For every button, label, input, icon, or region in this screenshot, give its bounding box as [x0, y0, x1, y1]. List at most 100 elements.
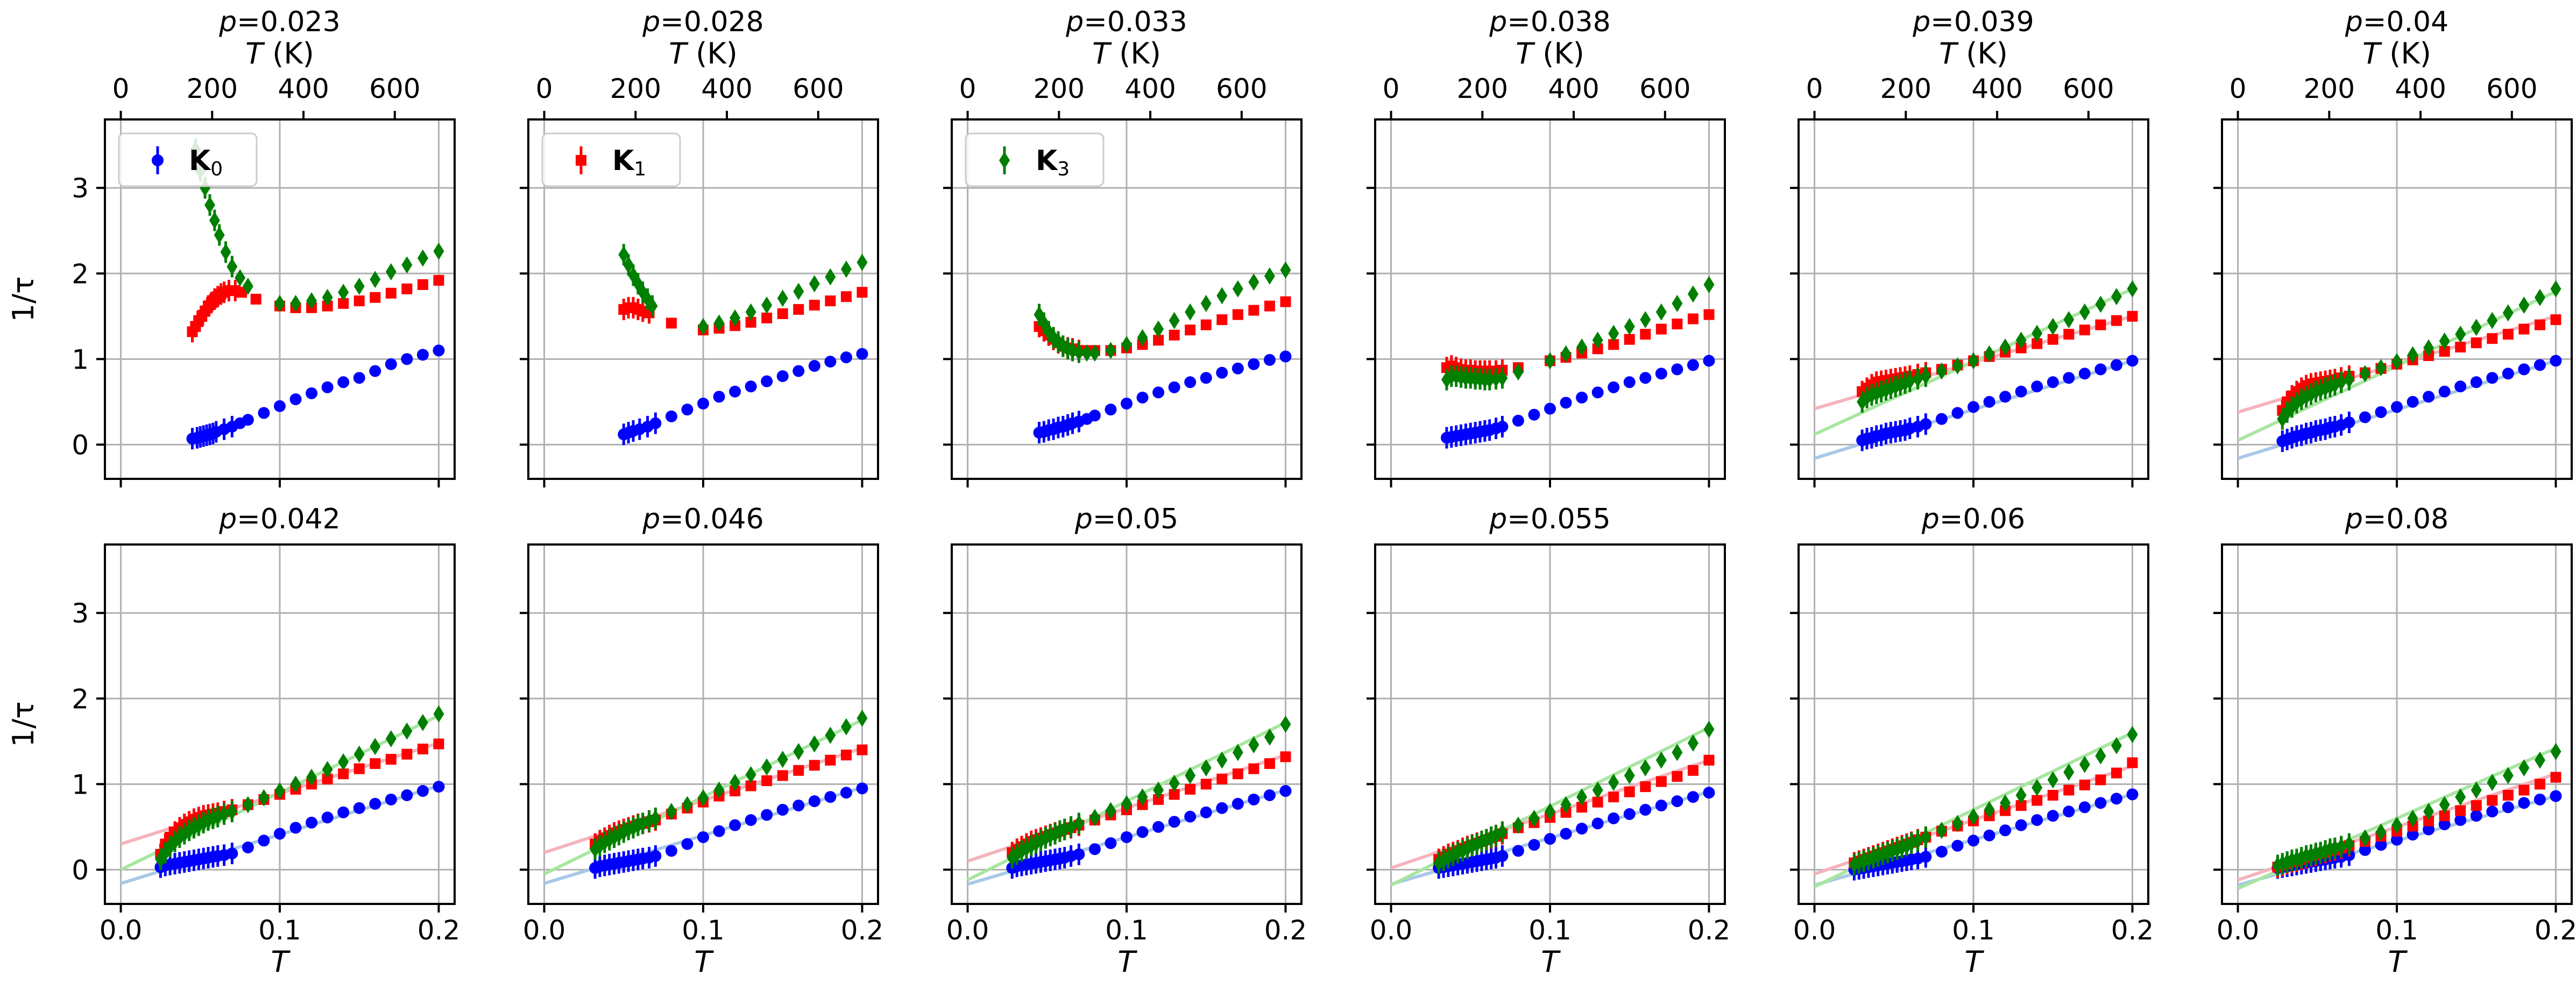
panel-title-var: p — [2345, 6, 2363, 38]
data-point-K3 — [385, 730, 397, 748]
data-point-K3 — [274, 782, 285, 800]
data-point-K1 — [1153, 335, 1164, 346]
data-point-K0 — [2454, 814, 2467, 826]
panel-title-value: =0.08 — [2363, 503, 2448, 535]
data-point-K1 — [745, 316, 756, 328]
data-point-K0 — [289, 393, 302, 406]
data-point-K1 — [433, 738, 444, 750]
top-x-tick-label: 400 — [1971, 73, 2022, 104]
data-point-K3 — [2359, 365, 2370, 383]
panel-title-value: =0.028 — [660, 6, 763, 38]
data-point-K1 — [417, 279, 428, 290]
data-point-K1 — [1576, 802, 1588, 813]
panel-title: p=0.04 — [2345, 6, 2448, 38]
data-point-K0 — [353, 802, 365, 814]
data-point-K3 — [2391, 353, 2402, 371]
data-point-K0 — [840, 351, 852, 364]
data-point-K3 — [2502, 304, 2514, 322]
panel-data — [967, 716, 1292, 886]
data-point-K0 — [1671, 363, 1683, 376]
data-point-K0 — [1560, 828, 1572, 840]
data-point-K1 — [857, 287, 868, 298]
data-point-K1 — [2502, 790, 2514, 801]
data-point-K0 — [1703, 355, 1715, 367]
data-point-K3 — [209, 211, 220, 229]
x-axis-label: T — [1118, 945, 1138, 979]
data-point-K0 — [1935, 845, 1948, 858]
data-point-K1 — [793, 765, 804, 776]
data-point-K0 — [1951, 839, 1964, 852]
data-point-K3 — [2439, 332, 2450, 350]
data-point-K0 — [385, 358, 397, 370]
data-point-K1 — [666, 317, 677, 329]
panel-data — [1033, 261, 1292, 444]
data-point-K3 — [1081, 344, 1093, 362]
data-point-K1 — [2047, 334, 2058, 345]
top-x-tick-label: 200 — [187, 73, 238, 104]
data-point-K0 — [2031, 814, 2043, 826]
data-point-K3 — [2407, 809, 2418, 827]
data-point-K0 — [1703, 787, 1715, 799]
top-x-tick-label: 200 — [2304, 73, 2355, 104]
legend-label: K0 — [189, 145, 223, 180]
data-point-K0 — [1136, 826, 1149, 838]
data-point-K0 — [2078, 801, 2091, 814]
panel-data — [186, 138, 445, 450]
top-x-axis-label: T (K) — [1092, 37, 1161, 70]
data-point-K1 — [385, 754, 397, 765]
data-point-K0 — [2126, 355, 2139, 367]
data-point-K1 — [2063, 784, 2075, 796]
data-point-K1 — [2423, 815, 2435, 826]
data-point-K3 — [857, 709, 868, 727]
data-point-K0 — [1496, 850, 1509, 862]
data-point-K0 — [745, 380, 757, 393]
top-x-tick-label: 0 — [1383, 73, 1400, 104]
panel-title-var: p — [1065, 6, 1084, 38]
data-point-K3 — [2063, 311, 2075, 329]
data-point-K1 — [840, 291, 852, 302]
y-tick-label: 1 — [72, 769, 89, 800]
data-point-K1 — [793, 304, 804, 315]
data-point-K3 — [1560, 345, 1572, 363]
data-point-K3 — [1984, 801, 1995, 819]
panel-title: p=0.06 — [1921, 503, 2025, 535]
data-point-K0 — [2110, 793, 2122, 805]
top-x-axis-label-var: T — [2362, 37, 2382, 70]
panel-data — [1814, 726, 2139, 888]
data-point-K0 — [1232, 362, 1244, 374]
x-axis-label: T — [1965, 945, 1985, 979]
top-x-tick-label: 600 — [369, 73, 420, 104]
y-tick-label: 0 — [72, 854, 89, 886]
data-point-K3 — [2047, 771, 2058, 789]
legend-marker — [152, 154, 164, 166]
panel-data — [1440, 275, 1715, 449]
panel-6: p=0.04 0 200 400 600 T (K) — [2213, 6, 2573, 487]
data-point-K0 — [321, 811, 334, 824]
data-point-K3 — [1497, 823, 1508, 841]
data-point-K3 — [401, 722, 413, 740]
x-tick-label: 0.2 — [417, 915, 461, 946]
legend-label-name: K — [1036, 145, 1058, 177]
data-point-K3 — [761, 296, 773, 314]
data-point-K3 — [1672, 294, 1683, 312]
data-point-K0 — [1168, 381, 1180, 393]
data-point-K3 — [338, 284, 349, 301]
data-point-K1 — [2439, 810, 2450, 822]
data-point-K3 — [2471, 781, 2482, 799]
data-point-K0 — [242, 842, 254, 854]
data-point-K1 — [338, 298, 349, 309]
data-point-K0 — [1968, 401, 1979, 413]
data-point-K3 — [793, 282, 804, 300]
data-point-K1 — [353, 295, 365, 307]
x-axis-label: T — [2388, 945, 2408, 979]
data-point-K0 — [1999, 391, 2012, 403]
data-point-K1 — [2063, 329, 2075, 340]
data-point-K1 — [322, 773, 333, 784]
data-point-K1 — [1672, 319, 1683, 330]
top-x-tick-label: 0 — [112, 73, 130, 104]
data-point-K1 — [809, 300, 820, 311]
data-point-K0 — [776, 804, 789, 816]
data-point-K3 — [1912, 370, 1923, 387]
data-point-K0 — [2533, 359, 2546, 371]
data-point-K3 — [1248, 736, 1259, 754]
